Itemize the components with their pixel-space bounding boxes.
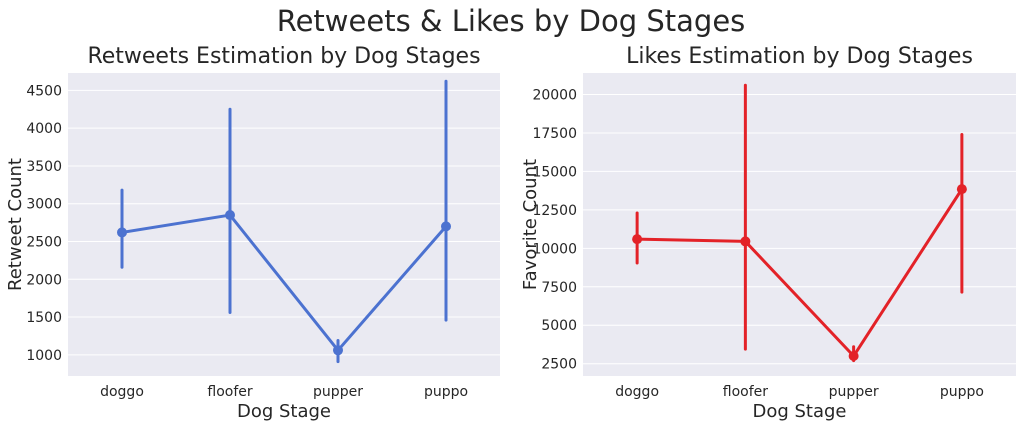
retweets-point (225, 210, 235, 221)
likes-x-label: Dog Stage (752, 401, 846, 422)
retweets-y-tick-label: 3500 (26, 159, 62, 175)
retweets-plot-area (68, 73, 500, 376)
retweets-y-tick-label: 4000 (26, 121, 62, 137)
likes-x-ticks: doggo floofer pupper puppo (615, 384, 984, 400)
likes-point (956, 184, 967, 195)
likes-y-tick-label: 12500 (532, 203, 577, 219)
likes-y-tick-label: 2500 (541, 357, 577, 373)
likes-y-ticks: 2500 5000 7500 10000 12500 15000 17500 20000 (532, 88, 577, 373)
retweets-title: Retweets Estimation by Dog Stages (87, 44, 480, 69)
likes-title: Likes Estimation by Dog Stages (626, 44, 973, 69)
retweets-y-ticks: 1000 1500 2000 2500 3000 3500 4000 4500 (26, 83, 62, 363)
likes-gridlines (583, 94, 1016, 365)
likes-y-tick-label: 15000 (532, 164, 577, 180)
likes-x-tick-label: puppo (940, 384, 984, 400)
likes-x-tick-label: floofer (723, 384, 768, 400)
likes-point (740, 236, 751, 247)
figure-title: Retweets & Likes by Dog Stages (277, 4, 746, 38)
retweets-x-tick-label: pupper (313, 384, 363, 400)
retweets-x-tick-label: doggo (100, 384, 144, 400)
likes-y-tick-label: 5000 (541, 318, 577, 334)
likes-y-label: Favorite Count (520, 159, 541, 290)
likes-point (848, 351, 859, 362)
likes-point (632, 234, 643, 245)
retweets-series-line (121, 213, 448, 352)
likes-x-tick-label: pupper (829, 384, 879, 400)
likes-x-tick-label: doggo (615, 384, 659, 400)
likes-plot-area (583, 73, 1016, 376)
retweets-y-tick-label: 2500 (26, 235, 62, 251)
likes-y-tick-label: 17500 (532, 126, 577, 142)
retweets-y-tick-label: 2000 (26, 272, 62, 288)
retweets-y-tick-label: 3000 (26, 197, 62, 213)
likes-series-line (637, 188, 964, 358)
retweets-x-label: Dog Stage (237, 401, 331, 422)
retweets-marks (117, 79, 451, 364)
likes-y-tick-label: 7500 (541, 280, 577, 296)
retweets-y-label: Retweet Count (5, 158, 26, 291)
retweets-y-tick-label: 1000 (26, 348, 62, 364)
retweets-x-ticks: doggo floofer pupper puppo (100, 384, 468, 400)
retweets-gridlines (68, 89, 500, 356)
retweets-point (441, 221, 451, 232)
retweets-panel: 1000 1500 2000 2500 3000 3500 4000 4500 doggo fl… (5, 44, 500, 422)
likes-panel: 2500 5000 7500 10000 12500 15000 17500 20000 do… (520, 44, 1016, 422)
retweets-x-tick-label: puppo (424, 384, 468, 400)
retweets-point (333, 345, 343, 356)
retweets-y-tick-label: 4500 (26, 83, 62, 99)
likes-y-tick-label: 10000 (532, 241, 577, 257)
likes-y-tick-label: 20000 (532, 88, 577, 104)
likes-marks (632, 83, 967, 363)
retweets-point (117, 227, 127, 238)
retweets-x-tick-label: floofer (207, 384, 252, 400)
retweets-y-tick-label: 1500 (26, 310, 62, 326)
